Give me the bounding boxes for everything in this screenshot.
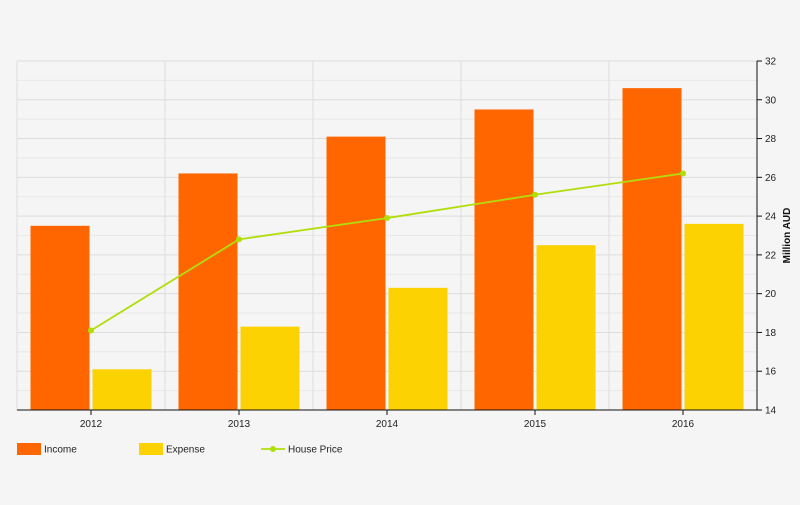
bar-expense-2013	[240, 326, 300, 410]
bar-expense-2015	[536, 245, 596, 410]
legend-label-expense: Expense	[166, 445, 205, 456]
bar-expense-2016	[684, 223, 744, 410]
y-tick-label: 30	[765, 95, 777, 106]
legend-item-expense[interactable]: Expense	[139, 443, 205, 456]
y-tick-label: 18	[765, 328, 777, 339]
x-tick-label: 2013	[228, 419, 251, 430]
legend-label-house-price: House Price	[288, 445, 343, 456]
y-axis-title: Million AUD	[782, 208, 793, 264]
y-tick-label: 14	[765, 406, 777, 417]
legend-swatch-expense	[139, 443, 163, 455]
house-price-point-2014	[384, 215, 390, 222]
bar-expense-2012	[92, 369, 152, 410]
house-price-point-2015	[532, 191, 538, 198]
tick-labels: 14 16 18 20 22 24 26 28 30 32 2012 2013 2014 2015 2016	[80, 57, 777, 431]
y-tick-label: 26	[765, 173, 777, 184]
x-tick-label: 2015	[524, 419, 547, 430]
legend-item-income[interactable]: Income	[17, 443, 77, 456]
bars	[30, 88, 744, 411]
legend-item-house-price[interactable]: House Price	[261, 445, 343, 456]
house-price-point-2013	[236, 236, 242, 243]
bar-income-2013	[178, 173, 238, 410]
x-tick-label: 2014	[376, 419, 399, 430]
legend-swatch-income	[17, 443, 41, 455]
bar-income-2016	[622, 88, 682, 411]
y-tick-label: 32	[765, 57, 777, 68]
bar-expense-2014	[388, 287, 448, 410]
legend-marker	[270, 446, 276, 452]
y-tick-label: 16	[765, 367, 777, 378]
y-tick-label: 28	[765, 134, 777, 145]
house-price-point-2016	[680, 170, 686, 177]
house-price-line-layer	[88, 170, 686, 334]
y-tick-label: 24	[765, 212, 777, 223]
y-tick-label: 22	[765, 250, 777, 261]
legend-label-income: Income	[44, 445, 77, 456]
bar-income-2014	[326, 136, 386, 410]
y-tick-label: 20	[765, 289, 777, 300]
bar-income-2015	[474, 109, 534, 410]
house-price-point-2012	[88, 327, 94, 334]
x-tick-label: 2012	[80, 419, 103, 430]
x-tick-label: 2016	[672, 419, 695, 430]
legend: Income Expense House Price	[17, 443, 343, 456]
bar-income-2012	[30, 225, 90, 410]
